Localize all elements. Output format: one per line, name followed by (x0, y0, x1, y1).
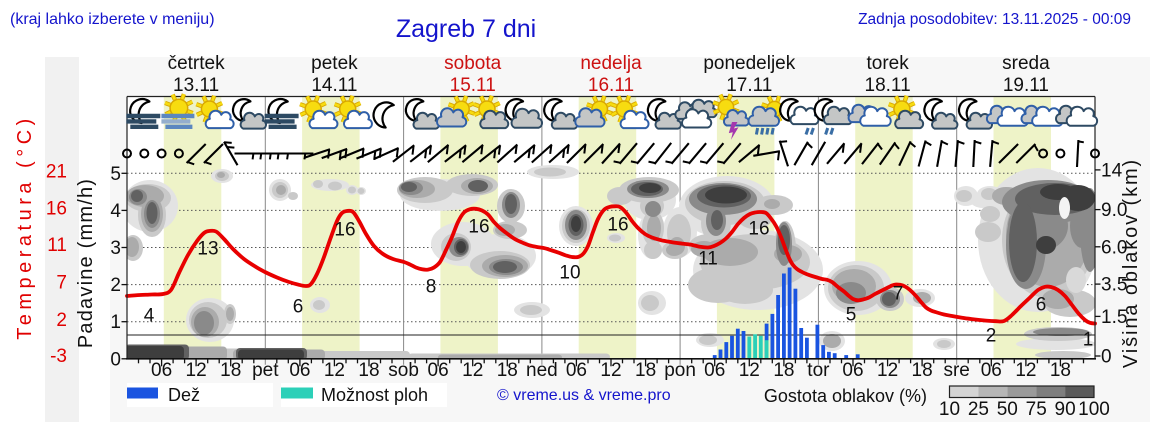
svg-text:16: 16 (46, 198, 67, 219)
svg-text:sre: sre (943, 360, 969, 381)
svg-text:06: 06 (428, 360, 449, 381)
svg-text:4: 4 (144, 306, 155, 327)
svg-text:torek: torek (866, 53, 909, 74)
svg-text:90: 90 (1055, 399, 1076, 420)
svg-text:12: 12 (186, 360, 207, 381)
svg-text:6: 6 (1036, 295, 1047, 316)
svg-text:6: 6 (293, 297, 304, 318)
svg-text:18: 18 (1050, 360, 1071, 381)
svg-text:ponedeljek: ponedeljek (703, 53, 795, 74)
svg-text:0: 0 (110, 349, 121, 370)
svg-text:18: 18 (220, 360, 241, 381)
svg-text:4: 4 (110, 201, 121, 222)
svg-text:50: 50 (997, 399, 1018, 420)
svg-text:8: 8 (426, 277, 437, 298)
svg-text:18: 18 (773, 360, 794, 381)
svg-text:06: 06 (566, 360, 587, 381)
svg-text:75: 75 (1026, 399, 1047, 420)
svg-text:25: 25 (968, 399, 989, 420)
svg-text:© vreme.us & vreme.pro: © vreme.us & vreme.pro (497, 387, 671, 404)
svg-text:12: 12 (739, 360, 760, 381)
svg-text:Višina oblakov (km): Višina oblakov (km) (1120, 158, 1142, 368)
svg-text:06: 06 (289, 360, 310, 381)
svg-text:5: 5 (846, 305, 857, 326)
svg-text:7: 7 (56, 273, 67, 294)
svg-text:četrtek: četrtek (168, 53, 226, 74)
svg-text:17.11: 17.11 (726, 75, 772, 96)
svg-text:18: 18 (635, 360, 656, 381)
svg-text:12: 12 (462, 360, 483, 381)
svg-text:9.0: 9.0 (1101, 200, 1127, 221)
svg-text:16: 16 (607, 215, 628, 236)
svg-text:petek: petek (311, 53, 358, 74)
svg-text:sob: sob (388, 360, 419, 381)
svg-text:0: 0 (1101, 347, 1112, 368)
svg-text:3: 3 (110, 238, 121, 259)
svg-text:2: 2 (986, 326, 997, 347)
svg-text:Zadnja posodobitev: 13.11.2025: Zadnja posodobitev: 13.11.2025 - 00:09 (858, 11, 1131, 28)
svg-text:7: 7 (893, 284, 904, 305)
svg-text:16: 16 (748, 219, 769, 240)
svg-text:11: 11 (47, 235, 67, 256)
svg-text:06: 06 (981, 360, 1002, 381)
svg-text:12: 12 (324, 360, 345, 381)
svg-text:5: 5 (110, 164, 121, 185)
svg-text:16: 16 (468, 217, 489, 238)
svg-text:Padavine (mm/h): Padavine (mm/h) (75, 178, 97, 348)
svg-text:ned: ned (526, 360, 558, 381)
svg-text:18: 18 (497, 360, 518, 381)
svg-text:sreda: sreda (1002, 53, 1050, 74)
svg-text:Gostota oblakov (%): Gostota oblakov (%) (764, 386, 927, 406)
svg-text:-3: -3 (50, 346, 67, 367)
svg-text:6.0: 6.0 (1101, 237, 1127, 258)
svg-text:Dež: Dež (168, 385, 200, 405)
svg-text:12: 12 (600, 360, 621, 381)
svg-text:12: 12 (1015, 360, 1036, 381)
svg-text:nedelja: nedelja (580, 53, 642, 74)
svg-text:2: 2 (110, 275, 121, 296)
svg-text:pon: pon (664, 360, 696, 381)
svg-text:(kraj lahko izberete v meniju): (kraj lahko izberete v meniju) (10, 11, 215, 28)
svg-text:10: 10 (939, 399, 960, 420)
svg-text:21: 21 (46, 162, 67, 183)
svg-text:1: 1 (110, 312, 121, 333)
svg-text:19.11: 19.11 (1003, 75, 1049, 96)
svg-text:tor: tor (807, 360, 830, 381)
svg-text:11: 11 (698, 249, 718, 270)
svg-text:14: 14 (1101, 160, 1123, 181)
svg-text:18.11: 18.11 (865, 75, 911, 96)
svg-text:06: 06 (842, 360, 863, 381)
svg-text:1.5: 1.5 (1101, 307, 1127, 328)
svg-text:sobota: sobota (444, 53, 501, 74)
svg-text:pet: pet (252, 360, 279, 381)
svg-text:06: 06 (151, 360, 172, 381)
svg-text:18: 18 (912, 360, 933, 381)
svg-text:13: 13 (197, 239, 218, 260)
svg-text:18: 18 (358, 360, 379, 381)
svg-text:10: 10 (559, 263, 580, 284)
svg-text:13.11: 13.11 (173, 75, 219, 96)
svg-text:Temperatura (°C): Temperatura (°C) (14, 114, 36, 340)
svg-text:15.11: 15.11 (450, 75, 496, 96)
svg-text:100: 100 (1078, 399, 1110, 420)
svg-text:3.5: 3.5 (1101, 275, 1127, 296)
svg-text:Zagreb 7 dni: Zagreb 7 dni (396, 15, 536, 43)
svg-text:Možnost ploh: Možnost ploh (321, 385, 428, 405)
svg-text:06: 06 (704, 360, 725, 381)
svg-text:16.11: 16.11 (588, 75, 634, 96)
svg-text:12: 12 (877, 360, 898, 381)
svg-text:14.11: 14.11 (311, 75, 357, 96)
svg-text:16: 16 (334, 220, 355, 241)
svg-text:2: 2 (56, 310, 67, 331)
svg-text:1: 1 (1083, 330, 1094, 351)
